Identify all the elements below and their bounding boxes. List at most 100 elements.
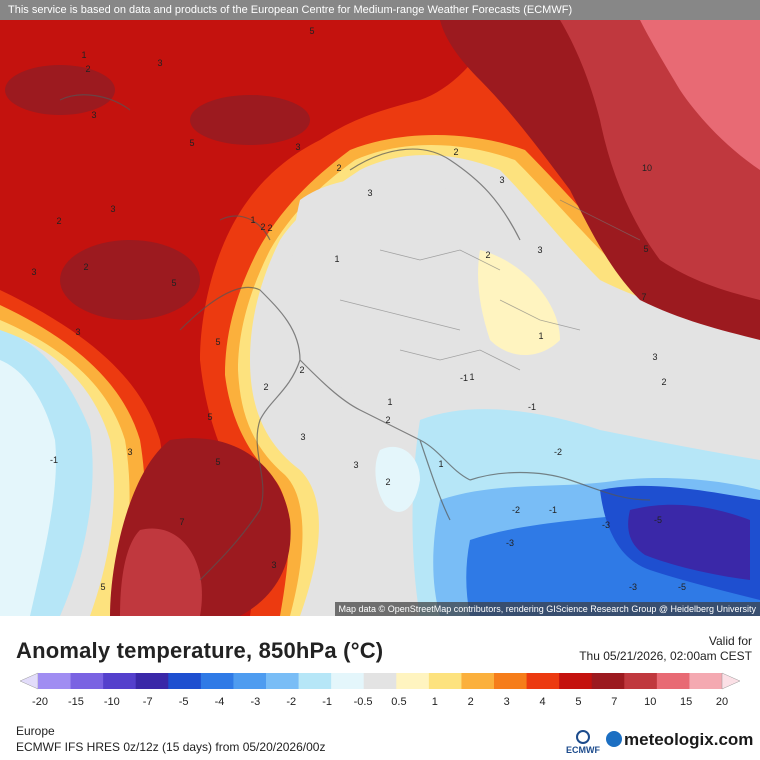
- map-field: 1233525323523211231032231135532-1235122-…: [0, 20, 760, 616]
- contour-label: 1: [334, 254, 339, 264]
- contour-label: -1: [50, 455, 58, 465]
- legend-swatch: [494, 673, 528, 689]
- ecmwf-logo[interactable]: ECMWF: [562, 728, 604, 756]
- contour-label: 1: [250, 215, 255, 225]
- contour-label: -1: [549, 505, 557, 515]
- contour-label: 3: [652, 352, 657, 362]
- legend-tick-label: -5: [179, 696, 189, 708]
- legend-swatch: [689, 673, 723, 689]
- contour-labels: 1233525323523211231032231135532-1235122-…: [31, 26, 686, 592]
- legend-swatch: [70, 673, 104, 689]
- legend-tick-label: 7: [611, 696, 617, 708]
- contour-label: 5: [171, 278, 176, 288]
- legend-tick-label: 20: [716, 696, 728, 708]
- contour-label: 3: [499, 175, 504, 185]
- contour-label: 3: [271, 560, 276, 570]
- contour-label: 3: [127, 447, 132, 457]
- legend-tick-label: -1: [322, 696, 332, 708]
- legend-swatch: [298, 673, 332, 689]
- legend-tick-label: -4: [215, 696, 225, 708]
- legend-swatch: [135, 673, 169, 689]
- legend-min-arrow: [19, 672, 39, 690]
- contour-label: 1: [538, 331, 543, 341]
- legend-swatch: [233, 673, 267, 689]
- legend-swatch: [428, 673, 462, 689]
- contour-label: -2: [512, 505, 520, 515]
- legend-tick-label: -10: [104, 696, 120, 708]
- contour-label: 1: [387, 397, 392, 407]
- legend-swatch: [591, 673, 625, 689]
- legend-max-arrow: [721, 672, 741, 690]
- contour-label: 3: [537, 245, 542, 255]
- contour-label: 3: [367, 188, 372, 198]
- region-label: Europe: [16, 724, 55, 738]
- legend-tick-label: -7: [143, 696, 153, 708]
- contour-label: 1: [469, 372, 474, 382]
- legend-swatch: [656, 673, 690, 689]
- legend-tick-label: -2: [286, 696, 296, 708]
- map-attribution[interactable]: Map data © OpenStreetMap contributors, r…: [334, 602, 760, 616]
- contour-label: 2: [485, 250, 490, 260]
- legend-swatch: [331, 673, 365, 689]
- legend-tick-label: 2: [468, 696, 474, 708]
- legend-swatch: [363, 673, 397, 689]
- contour-label: 3: [91, 110, 96, 120]
- legend-tick-label: 3: [504, 696, 510, 708]
- contour-label: 5: [215, 457, 220, 467]
- meteologix-brand[interactable]: meteologix.com: [606, 730, 753, 750]
- contour-label: 7: [179, 517, 184, 527]
- contour-label: 7: [641, 292, 646, 302]
- contour-label: 2: [260, 222, 265, 232]
- meteologix-brand-text: meteologix.com: [624, 730, 754, 749]
- ecmwf-data-notice: This service is based on data and produc…: [0, 0, 760, 20]
- contour-label: -5: [654, 515, 662, 525]
- valid-for-label: Valid for: [708, 634, 752, 648]
- legend-tick-label: -15: [68, 696, 84, 708]
- anomaly-map[interactable]: 1 2 3 3 5 2 5 3 2 3 5 2 3 2 1 1 2 3 10 3 2 2 3 1 1 3 5 5 3 2 -1 2 3 5 1 2 2-…: [0, 0, 760, 616]
- page-title: Anomaly temperature, 850hPa (°C): [16, 638, 384, 663]
- legend-bar: -20 -15 -10 -7 -5 -4 -3 -2 -1 -0.5 0.5 1 2 3 4 5 7 10 15 20: [19, 672, 741, 708]
- legend-swatch: [526, 673, 560, 689]
- contour-label: 5: [309, 26, 314, 36]
- legend-swatch: [461, 673, 495, 689]
- legend-swatch: [200, 673, 234, 689]
- contour-label: 3: [110, 204, 115, 214]
- legend-swatch: [559, 673, 593, 689]
- contour-label: 1: [81, 50, 86, 60]
- legend-swatch: [103, 673, 137, 689]
- legend-swatch: [624, 673, 658, 689]
- contour-label: -1: [528, 402, 536, 412]
- legend-swatch: [38, 673, 72, 689]
- contour-label: 5: [207, 412, 212, 422]
- contour-label: 1: [438, 459, 443, 469]
- contour-label: 3: [300, 432, 305, 442]
- legend-tick-label: 15: [680, 696, 692, 708]
- legend-swatch: [266, 673, 300, 689]
- legend-tick-label: 1: [432, 696, 438, 708]
- valid-time: Thu 05/21/2026, 02:00am CEST: [579, 649, 752, 663]
- contour-label: -2: [554, 447, 562, 457]
- legend-tick-label: -20: [32, 696, 48, 708]
- contour-label: 5: [215, 337, 220, 347]
- meteologix-icon: [606, 731, 622, 747]
- legend-tick-label: 5: [575, 696, 581, 708]
- ecmwf-logo-icon: [576, 730, 590, 744]
- contour-label: -3: [629, 582, 637, 592]
- ecmwf-wordmark: ECMWF: [566, 745, 600, 755]
- contour-label: 2: [385, 477, 390, 487]
- model-info: ECMWF IFS HRES 0z/12z (15 days) from 05/…: [16, 740, 326, 754]
- contour-label: 2: [267, 223, 272, 233]
- legend-swatch: [168, 673, 202, 689]
- legend-tick-label: -0.5: [354, 696, 373, 708]
- contour-label: 3: [75, 327, 80, 337]
- contour-label: 5: [100, 582, 105, 592]
- contour-label: 2: [263, 382, 268, 392]
- contour-label: 2: [83, 262, 88, 272]
- legend-tick-label: 0.5: [391, 696, 406, 708]
- color-legend: -20 -15 -10 -7 -5 -4 -3 -2 -1 -0.5 0.5 1 2 3 4 5 7 10 15 20: [0, 670, 760, 712]
- contour-label: 3: [157, 58, 162, 68]
- contour-label: 2: [85, 64, 90, 74]
- contour-label: -3: [602, 520, 610, 530]
- contour-label: 3: [31, 267, 36, 277]
- legend-tick-label: -3: [250, 696, 260, 708]
